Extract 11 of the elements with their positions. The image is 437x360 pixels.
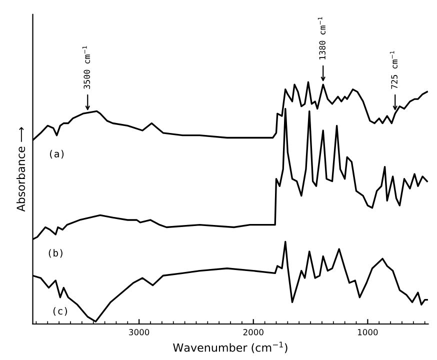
series-label: (b) bbox=[48, 249, 62, 258]
x-tick-label: 2000 bbox=[243, 329, 264, 336]
x-tick-label: 3000 bbox=[129, 329, 150, 336]
annotation: 1380 cm$^{−1}$ bbox=[318, 17, 326, 60]
y-axis-title: Absorbance ⟶ bbox=[16, 127, 26, 212]
annotation: 3500 cm$^{−1}$ bbox=[82, 46, 90, 89]
x-tick-label: 1000 bbox=[358, 329, 378, 336]
x-axis-title: Wavenumber (cm$^{−1}$) bbox=[173, 342, 288, 354]
series-label: (c) bbox=[53, 307, 67, 316]
annotation: 725 cm$^{−1}$ bbox=[390, 51, 398, 89]
series-label: (a) bbox=[50, 150, 64, 159]
